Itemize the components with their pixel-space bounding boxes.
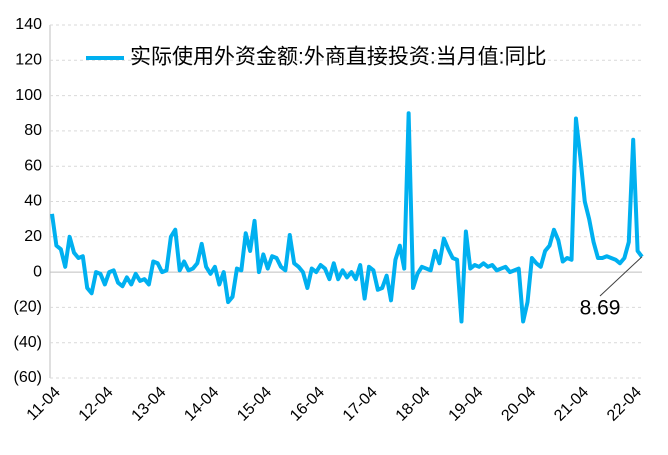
x-tick-label: 14-04 bbox=[181, 384, 222, 425]
series-line bbox=[50, 111, 644, 324]
y-tick-label: 80 bbox=[24, 122, 42, 139]
y-tick-label: 0 bbox=[33, 263, 42, 280]
x-tick-label: 22-04 bbox=[604, 384, 645, 425]
y-tick-label: (40) bbox=[14, 334, 42, 351]
y-tick-label: 20 bbox=[24, 228, 42, 245]
x-tick-label: 11-04 bbox=[24, 384, 64, 424]
x-tick-label: 20-04 bbox=[498, 384, 539, 425]
x-tick-label: 15-04 bbox=[234, 384, 275, 425]
legend-label: 实际使用外资金额:外商直接投资:当月值:同比 bbox=[130, 46, 547, 69]
x-tick-label: 12-04 bbox=[76, 384, 117, 425]
annotation: 8.69 bbox=[580, 297, 621, 320]
y-tick-label: 100 bbox=[15, 87, 42, 104]
x-tick-label: 16-04 bbox=[287, 384, 328, 425]
y-tick-label: 60 bbox=[24, 157, 42, 174]
x-tick-label: 21-04 bbox=[551, 384, 592, 425]
x-tick-label: 18-04 bbox=[393, 384, 434, 425]
x-tick-label: 17-04 bbox=[340, 384, 381, 425]
y-tick-label: 120 bbox=[15, 52, 42, 69]
x-tick-label: 19-04 bbox=[446, 384, 487, 425]
y-tick-label: (20) bbox=[14, 299, 42, 316]
y-tick-label: (60) bbox=[14, 369, 42, 386]
x-tick-label: 13-04 bbox=[129, 384, 170, 425]
y-tick-label: 40 bbox=[24, 193, 42, 210]
annotation-leader bbox=[599, 256, 643, 297]
y-tick-label: 140 bbox=[15, 16, 42, 33]
